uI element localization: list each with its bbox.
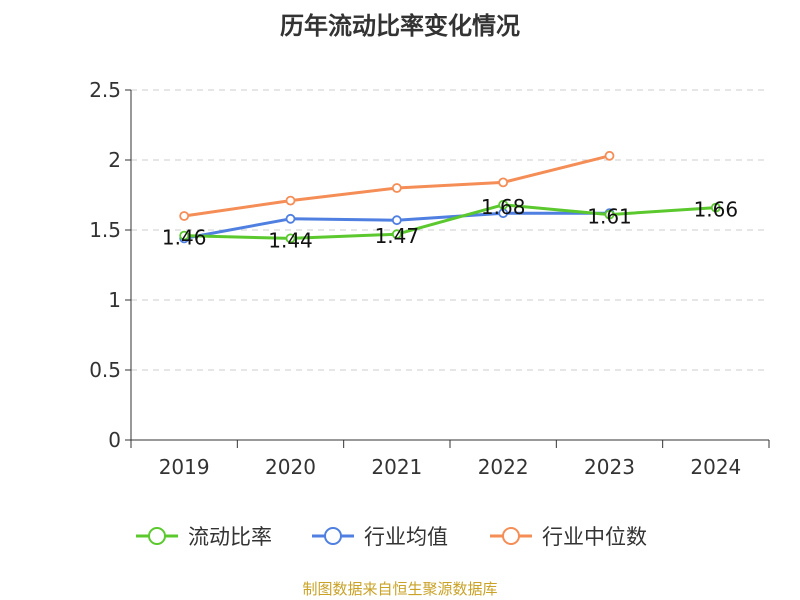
legend-marker-icon (502, 527, 520, 545)
data-label: 1.47 (375, 224, 420, 248)
legend-label: 流动比率 (188, 525, 272, 549)
y-tick-label: 0 (108, 428, 121, 452)
data-label: 1.68 (481, 195, 526, 219)
x-tick-label: 2022 (478, 455, 529, 479)
legend[interactable]: 流动比率 行业均值 行业中位数 (136, 525, 647, 549)
data-point-行业中位数[interactable] (604, 150, 615, 161)
data-point-行业中位数[interactable] (179, 211, 190, 221)
x-tick-label: 2019 (159, 455, 210, 479)
legend-item-行业均值[interactable]: 行业均值 (312, 525, 448, 549)
series-line-流动比率 (184, 203, 716, 240)
data-point-流动比率[interactable] (285, 233, 296, 244)
y-tick-label: 2 (108, 148, 121, 172)
x-tick-label: 2024 (690, 455, 741, 479)
x-tick-label: 2021 (371, 455, 422, 479)
data-point-流动比率[interactable] (604, 209, 615, 220)
data-point-流动比率[interactable] (710, 202, 721, 213)
legend-label: 行业均值 (364, 525, 448, 549)
y-tick-label: 0.5 (89, 358, 121, 382)
data-label: 1.66 (694, 198, 739, 222)
data-label: 1.61 (587, 205, 632, 229)
chart-title: 历年流动比率变化情况 (280, 12, 520, 40)
data-point-行业均值[interactable] (285, 213, 296, 224)
data-point-流动比率[interactable] (179, 230, 190, 241)
data-label: 1.44 (268, 228, 313, 252)
axes: 0 0.5 1 1.5 2 2.5 2019 2020 2021 2022 2023 2024 (89, 78, 770, 479)
data-label: 1.46 (162, 226, 207, 250)
data-point-流动比率[interactable] (498, 199, 509, 210)
y-tick-label: 1.5 (89, 218, 121, 242)
data-point-行业均值[interactable] (391, 215, 402, 226)
legend-item-流动比率[interactable]: 流动比率 (136, 525, 272, 549)
y-tick-label: 2.5 (89, 78, 121, 102)
series-lines (179, 150, 721, 244)
data-point-行业中位数[interactable] (498, 177, 509, 188)
x-tick-label: 2020 (265, 455, 316, 479)
legend-marker-icon (148, 527, 166, 545)
data-labels: 1.46 1.44 1.47 1.68 1.61 1.66 (162, 195, 738, 253)
y-tick-label: 1 (108, 288, 121, 312)
legend-label: 行业中位数 (542, 525, 647, 549)
source-note: 制图数据来自恒生聚源数据库 (302, 580, 498, 598)
data-point-行业中位数[interactable] (285, 195, 296, 206)
data-point-流动比率[interactable] (391, 229, 402, 240)
x-tick-label: 2023 (584, 455, 635, 479)
legend-item-行业中位数[interactable]: 行业中位数 (490, 525, 647, 549)
grid-lines (131, 89, 769, 371)
data-point-行业中位数[interactable] (391, 183, 402, 193)
legend-marker-icon (324, 527, 342, 545)
